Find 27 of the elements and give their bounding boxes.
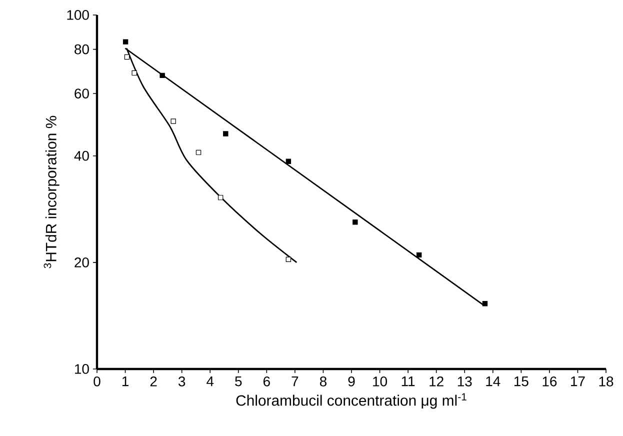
x-tick-label: 10: [373, 376, 387, 386]
x-tick-label: 14: [486, 376, 500, 386]
x-tick-label: 2: [150, 376, 157, 386]
x-tick-label: 15: [514, 376, 528, 386]
y-tick-label: 60: [74, 88, 89, 98]
x-tick-label: 1: [122, 376, 128, 386]
x-tick-label: 17: [571, 376, 585, 386]
x-tick-label: 5: [235, 376, 242, 386]
x-tick-label: 3: [178, 376, 186, 386]
x-tick-label: 9: [348, 376, 355, 386]
y-tick-label: 10: [75, 364, 89, 374]
y-tick-label: 80: [74, 44, 89, 54]
y-axis-title: $^{3}$HTdR incorporation %: [44, 116, 60, 268]
x-tick-label: 11: [402, 376, 415, 386]
x-tick-label: 12: [430, 376, 444, 386]
y-tick-label: 100: [67, 10, 89, 20]
x-tick-label: 13: [458, 376, 472, 386]
x-tick-label: 8: [320, 376, 326, 386]
x-axis-title: Chlorambucil concentration μg ml$^{-1}$: [236, 393, 466, 409]
y-tick-label: 40: [74, 150, 89, 161]
x-tick-label: 18: [599, 376, 614, 386]
x-tick-label: 16: [542, 376, 557, 386]
x-tick-label: 4: [206, 376, 214, 386]
x-tick-label: 7: [292, 376, 298, 386]
x-tick-label: 6: [263, 376, 270, 386]
x-tick-label: 0: [94, 376, 100, 386]
y-tick-label: 20: [74, 258, 89, 268]
